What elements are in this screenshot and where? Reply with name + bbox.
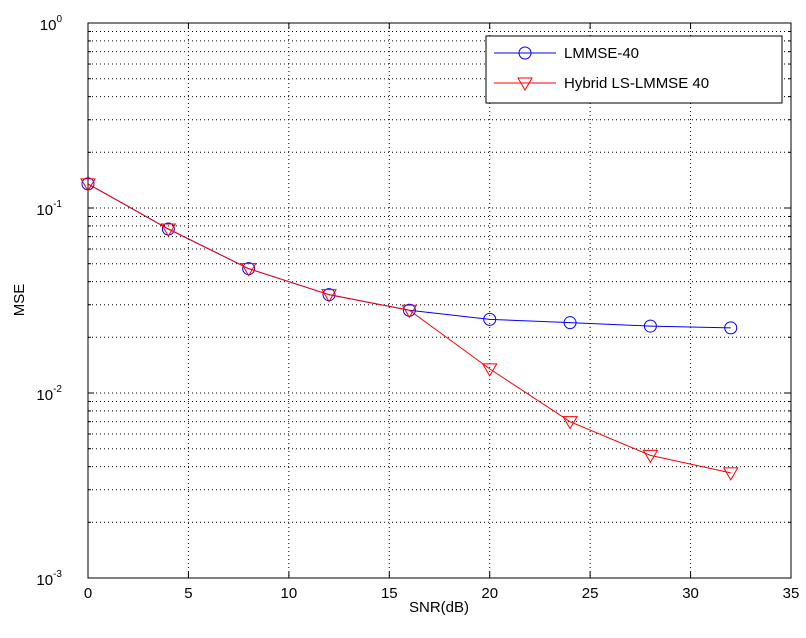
legend-marker-1 xyxy=(517,77,533,91)
series-1-point xyxy=(401,304,418,319)
x-tick-label: 20 xyxy=(481,585,498,602)
x-tick-labels: 0 5 10 15 20 25 30 35 xyxy=(84,585,800,602)
plot-frame xyxy=(87,22,792,579)
series-0-point xyxy=(724,321,738,335)
y-tick-labels: 10-3 10-2 10-1 100 xyxy=(36,14,62,589)
series-0-point xyxy=(161,222,175,236)
series-0-point xyxy=(81,177,95,191)
series-1-point xyxy=(642,449,659,464)
axis-ticks xyxy=(87,23,792,579)
legend-box xyxy=(485,35,783,104)
series-0-point xyxy=(643,319,657,333)
series-1-point xyxy=(722,467,739,481)
x-tick-label: 5 xyxy=(184,585,192,602)
series-1-point xyxy=(160,223,177,237)
series-1-point xyxy=(80,178,96,192)
y-tick-label: 10-3 xyxy=(36,569,62,589)
x-tick-label: 30 xyxy=(682,585,699,602)
y-tick-label: 10-2 xyxy=(36,384,62,404)
series-1-point xyxy=(562,416,578,430)
legend-marker-0 xyxy=(518,46,532,60)
x-tick-label: 25 xyxy=(582,585,599,602)
x-tick-label: 15 xyxy=(381,585,398,602)
series-1-point xyxy=(481,363,498,377)
series-line-1 xyxy=(87,183,731,474)
series-0-point xyxy=(402,303,416,317)
series-0-point xyxy=(322,288,336,302)
x-tick-label: 35 xyxy=(783,585,800,602)
series-0-point xyxy=(242,262,256,276)
series-layer xyxy=(80,177,739,481)
grid-lines xyxy=(88,23,791,578)
series-line-0 xyxy=(87,183,731,329)
series-1-point xyxy=(240,263,257,277)
y-tick-label: 10-1 xyxy=(36,199,62,219)
x-tick-label: 10 xyxy=(281,585,298,602)
x-axis-label: SNR(dB) xyxy=(409,599,469,616)
y-tick-label: 100 xyxy=(40,14,63,34)
series-0-point xyxy=(563,316,577,330)
legend-label-1: Hybrid LS-LMMSE 40 xyxy=(564,75,709,92)
legend-label-0: LMMSE-40 xyxy=(564,45,639,62)
y-axis-label: MSE xyxy=(11,284,28,317)
legend: LMMSE-40 Hybrid LS-LMMSE 40 xyxy=(485,35,783,104)
series-0-point xyxy=(483,312,497,326)
series-1-point xyxy=(321,289,337,303)
x-tick-label: 0 xyxy=(84,585,92,602)
